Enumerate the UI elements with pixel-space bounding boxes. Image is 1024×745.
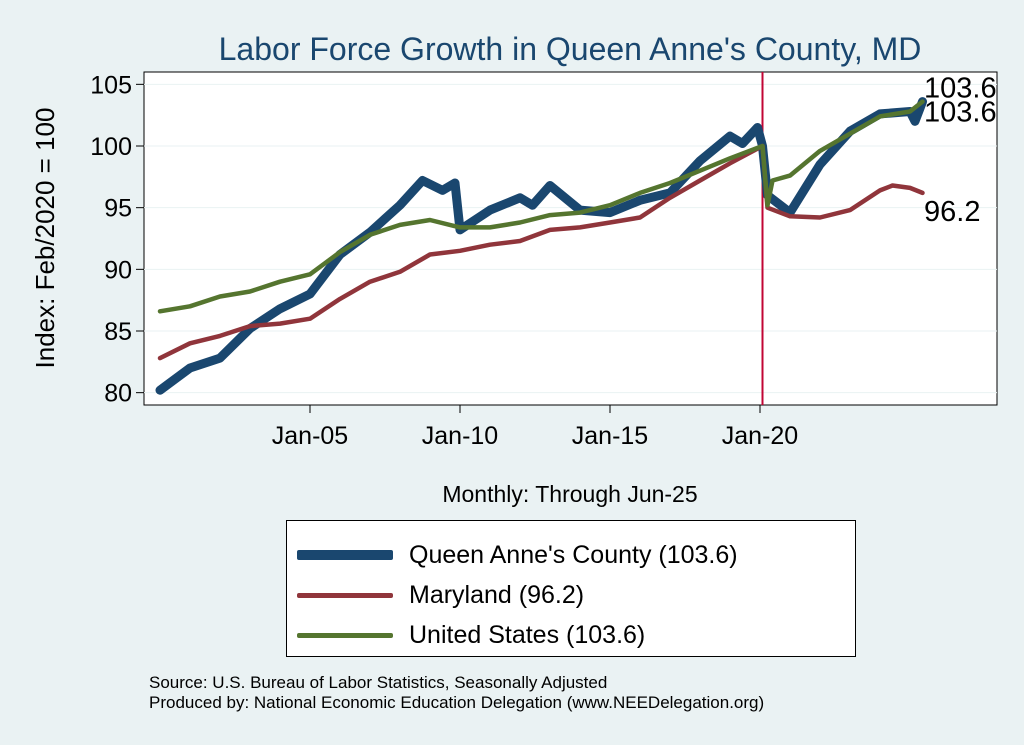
legend-swatch-united-states — [297, 632, 393, 638]
chart-title: Labor Force Growth in Queen Anne's Count… — [219, 31, 922, 67]
y-tick-label: 85 — [104, 318, 132, 346]
legend: Queen Anne's County (103.6) Maryland (96… — [286, 520, 856, 657]
y-axis-label: Index: Feb/2020 = 100 — [30, 108, 60, 369]
source-line: Source: U.S. Bureau of Labor Statistics,… — [149, 673, 608, 692]
legend-item-maryland: Maryland (96.2) — [297, 577, 584, 613]
producer-line: Produced by: National Economic Education… — [149, 693, 765, 712]
series-line-united-states — [157, 99, 925, 314]
end-label-united-states: 103.6 — [924, 73, 997, 105]
end-label-queen-annes: 103.6 — [924, 97, 997, 129]
series-line-queen-annes — [155, 97, 927, 395]
series-lines — [155, 97, 927, 395]
legend-swatch-maryland — [297, 592, 393, 598]
legend-label-queen-annes: Queen Anne's County (103.6) — [409, 540, 738, 569]
series-line-maryland — [157, 143, 925, 361]
source-note: Source: U.S. Bureau of Labor Statistics,… — [149, 673, 764, 713]
end-labels: 103.6 96.2 103.6 — [924, 73, 997, 228]
x-tick-label: Jan-10 — [422, 422, 498, 450]
legend-swatch-queen-annes — [297, 550, 393, 560]
legend-label-united-states: United States (103.6) — [409, 620, 646, 649]
y-axis-ticks: 80 85 90 95 100 105 — [90, 71, 144, 408]
legend-item-queen-annes: Queen Anne's County (103.6) — [297, 537, 738, 573]
x-tick-label: Jan-15 — [572, 422, 648, 450]
legend-label-maryland: Maryland (96.2) — [409, 580, 585, 609]
y-tick-label: 105 — [90, 71, 132, 99]
y-tick-label: 95 — [104, 195, 132, 223]
y-tick-label: 80 — [104, 380, 132, 408]
x-axis-ticks: Jan-05 Jan-10 Jan-15 Jan-20 — [272, 405, 798, 450]
y-tick-label: 100 — [90, 133, 132, 161]
end-label-maryland: 96.2 — [924, 196, 980, 228]
x-tick-label: Jan-20 — [722, 422, 798, 450]
y-tick-label: 90 — [104, 256, 132, 284]
legend-item-united-states: United States (103.6) — [297, 617, 645, 653]
x-axis-label: Monthly: Through Jun-25 — [442, 481, 697, 507]
grid — [144, 83, 997, 394]
x-tick-label: Jan-05 — [272, 422, 348, 450]
